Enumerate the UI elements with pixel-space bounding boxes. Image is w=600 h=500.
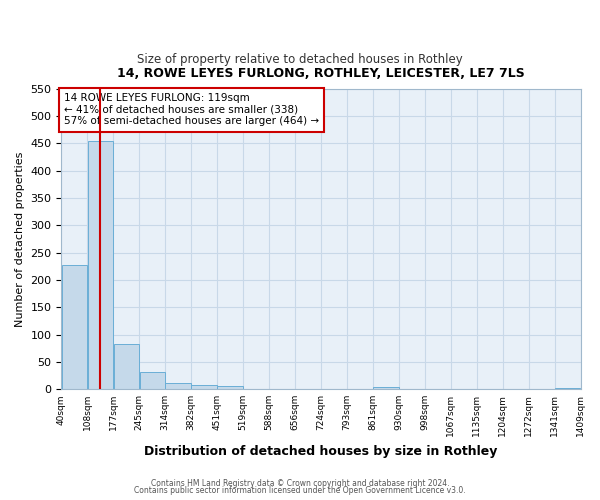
- Text: Size of property relative to detached houses in Rothley: Size of property relative to detached ho…: [137, 52, 463, 66]
- Bar: [88, 140, 113, 389]
- Bar: [373, 387, 398, 389]
- Bar: [555, 388, 580, 389]
- Bar: [217, 386, 243, 389]
- Bar: [62, 264, 87, 389]
- Text: Contains public sector information licensed under the Open Government Licence v3: Contains public sector information licen…: [134, 486, 466, 495]
- Bar: [191, 386, 217, 389]
- Bar: [166, 382, 191, 389]
- Text: Contains HM Land Registry data © Crown copyright and database right 2024.: Contains HM Land Registry data © Crown c…: [151, 478, 449, 488]
- Text: 14 ROWE LEYES FURLONG: 119sqm
← 41% of detached houses are smaller (338)
57% of : 14 ROWE LEYES FURLONG: 119sqm ← 41% of d…: [64, 93, 319, 126]
- Bar: [113, 344, 139, 389]
- Y-axis label: Number of detached properties: Number of detached properties: [15, 151, 25, 326]
- Bar: [140, 372, 165, 389]
- Title: 14, ROWE LEYES FURLONG, ROTHLEY, LEICESTER, LE7 7LS: 14, ROWE LEYES FURLONG, ROTHLEY, LEICEST…: [117, 68, 525, 80]
- X-axis label: Distribution of detached houses by size in Rothley: Distribution of detached houses by size …: [144, 444, 497, 458]
